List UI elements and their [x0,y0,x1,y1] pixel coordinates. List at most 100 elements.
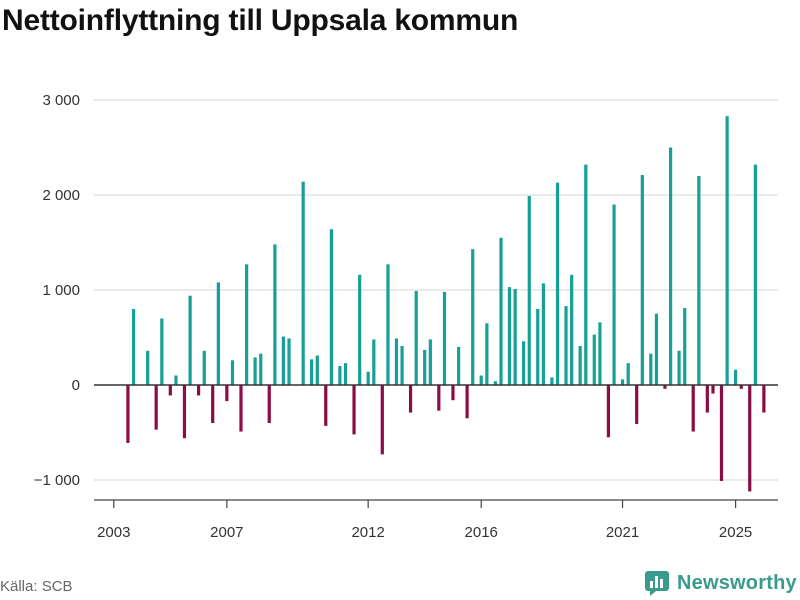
x-tick-label: 2016 [465,524,498,541]
bar [386,264,390,385]
bar [739,385,743,389]
bar [126,385,130,443]
bar [301,181,305,385]
bar [287,338,291,385]
bar [584,164,588,385]
bar [245,264,249,385]
bar [748,385,752,492]
bar [606,385,611,438]
bar [683,308,687,385]
bar [451,385,455,401]
bar [154,385,158,430]
y-tick-label: 0 [72,377,80,394]
bar [697,176,701,385]
bar [663,385,667,389]
bar [358,274,362,385]
bar [202,350,206,385]
bar [485,323,489,385]
bar [541,283,545,385]
bar [570,274,574,385]
x-tick-label: 2003 [97,524,130,541]
x-tick-label: 2012 [351,524,384,541]
bar [654,313,659,385]
bar [315,355,319,385]
bar [160,318,164,385]
bar [536,309,540,385]
bar [527,195,531,385]
bar [267,385,271,423]
bar [471,249,475,385]
bar [428,339,432,385]
grid-lines [94,99,778,481]
bar [711,385,715,394]
bar [329,229,334,385]
bar [649,353,653,385]
y-axis-labels: 3 000 2 000 1 000 0 −1 000 [34,92,80,489]
bar [522,341,526,385]
bar [182,385,187,439]
bar [669,147,673,385]
bar [705,385,709,413]
bars [126,116,766,492]
bar [564,306,568,385]
bar [753,164,757,385]
source-label: Källa: SCB [0,578,73,595]
bar [465,385,469,419]
bar [196,385,201,396]
bar [253,357,257,385]
bar [677,350,681,385]
bar [188,295,192,385]
bar [216,282,220,385]
bar [414,290,418,385]
y-tick-label: 3 000 [42,92,80,109]
bar [366,371,370,385]
x-tick-label: 2021 [606,524,639,541]
bar [372,339,376,385]
bar [131,309,136,385]
bar [394,338,399,385]
bar [273,244,277,385]
y-tick-label: 1 000 [42,282,80,299]
bar [578,346,582,385]
bar [281,336,285,385]
bar [146,350,150,385]
bar [380,385,384,455]
bar [310,359,314,385]
x-axis: 2003 2007 2012 2016 2021 2025 [94,499,778,541]
bar [343,363,348,385]
bar [168,385,172,396]
bar [635,385,639,424]
chart-title: Nettoinflyttning till Uppsala kommun [2,4,519,37]
bar [338,366,342,385]
bar [457,347,461,385]
bar [762,385,766,413]
bar [640,175,644,385]
bar [592,334,596,385]
bar [259,353,263,385]
bar [437,385,441,411]
x-tick-label: 2025 [719,524,752,541]
bar [734,369,738,385]
bar [612,204,616,385]
bar [479,375,483,385]
bar [555,182,560,385]
bar [230,360,235,385]
y-tick-label: −1 000 [34,472,80,489]
bar [626,363,630,385]
bar [211,385,215,423]
bar [513,289,517,385]
newsworthy-logo-icon [645,571,669,596]
bar [239,385,243,432]
bar [620,379,625,385]
brand-name: Newsworthy [677,571,797,594]
bar [400,346,404,385]
bar [352,385,356,435]
brand[interactable]: Newsworthy [644,570,797,596]
y-tick-label: 2 000 [42,187,80,204]
bar [507,287,512,385]
x-tick-label: 2007 [210,524,243,541]
bar [598,322,602,385]
bar [442,291,447,385]
bar [719,385,724,481]
